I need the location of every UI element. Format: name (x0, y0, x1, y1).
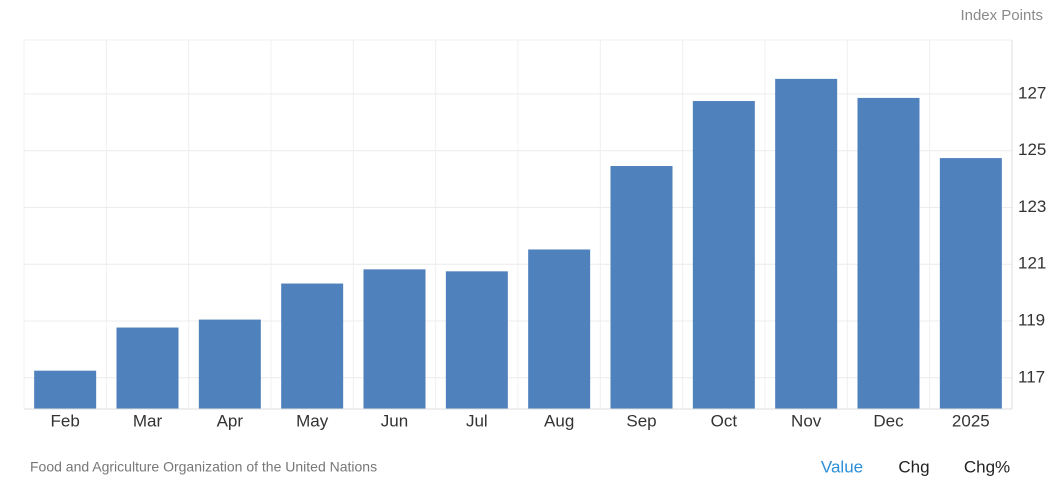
x-tick-label: Oct (711, 411, 738, 430)
bar (34, 370, 97, 409)
source: Food and Agriculture Organization of the… (30, 459, 377, 475)
bar (363, 269, 426, 409)
x-tick-label: Aug (544, 411, 574, 430)
x-tick-label: Nov (791, 411, 822, 430)
y-tick-label: 119 (1018, 310, 1045, 329)
y-tick-label: 125 (1018, 140, 1046, 159)
y-tick-label: 127 (1018, 83, 1046, 102)
tab-chg-pct[interactable]: Chg% (964, 457, 1010, 476)
bar (775, 78, 838, 409)
x-tick-label: Jul (466, 411, 488, 430)
bar (445, 271, 508, 409)
x-tick-label: May (296, 411, 329, 430)
x-tick-label: Dec (873, 411, 904, 430)
bar (116, 327, 179, 409)
bar (528, 249, 591, 409)
x-tick-label: Jun (381, 411, 408, 430)
bar (692, 101, 755, 410)
x-tick-label: Apr (217, 411, 244, 430)
y-tick-label: 121 (1018, 254, 1046, 273)
bar (610, 166, 673, 409)
x-tick-label: Feb (51, 411, 80, 430)
x-tick-label: 2025 (952, 411, 990, 430)
bar (198, 319, 261, 409)
y-tick-label: 123 (1018, 197, 1046, 216)
x-tick-label: Sep (626, 411, 656, 430)
y-tick-label: 117 (1018, 367, 1045, 386)
tab-chg[interactable]: Chg (898, 457, 929, 476)
bar (939, 158, 1002, 409)
bar (857, 97, 920, 410)
axis-unit: Index Points (960, 7, 1043, 24)
x-tick-label: Mar (133, 411, 163, 430)
bar (281, 283, 344, 409)
tab-value[interactable]: Value (821, 457, 863, 476)
